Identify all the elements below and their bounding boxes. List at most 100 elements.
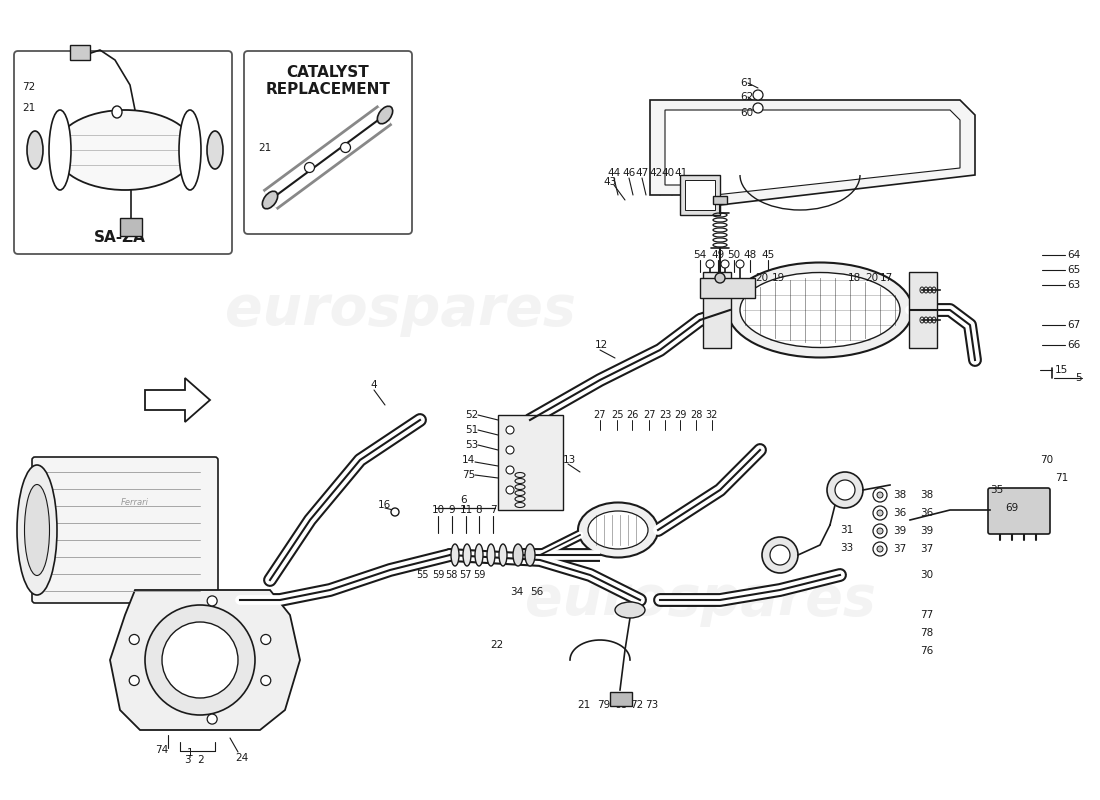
FancyBboxPatch shape: [988, 488, 1050, 534]
Ellipse shape: [615, 602, 645, 618]
Circle shape: [261, 634, 271, 645]
Ellipse shape: [16, 465, 57, 595]
Ellipse shape: [179, 110, 201, 190]
Text: 66: 66: [1067, 340, 1080, 350]
Text: 32: 32: [706, 410, 718, 420]
Text: 78: 78: [920, 628, 933, 638]
Text: 79: 79: [597, 700, 611, 710]
Text: 62: 62: [740, 92, 754, 102]
Text: 76: 76: [920, 646, 933, 656]
Text: 56: 56: [530, 587, 543, 597]
Text: 65: 65: [1067, 265, 1080, 275]
Text: 21: 21: [22, 103, 35, 113]
Text: 21: 21: [258, 143, 272, 153]
Ellipse shape: [463, 544, 471, 566]
Text: 46: 46: [623, 168, 636, 178]
Text: 38: 38: [893, 490, 906, 500]
Text: 42: 42: [649, 168, 662, 178]
Text: 15: 15: [1055, 365, 1068, 375]
Circle shape: [762, 537, 798, 573]
Text: 73: 73: [645, 700, 658, 710]
Text: 39: 39: [920, 526, 933, 536]
Text: 1: 1: [187, 748, 194, 758]
FancyBboxPatch shape: [244, 51, 412, 234]
Text: 58: 58: [444, 570, 458, 580]
Text: 7: 7: [490, 505, 496, 515]
Text: 72: 72: [630, 700, 644, 710]
Ellipse shape: [207, 131, 223, 169]
Text: 71: 71: [1055, 473, 1068, 483]
Text: 36: 36: [893, 508, 906, 518]
Circle shape: [736, 260, 744, 268]
Bar: [700, 278, 755, 298]
Circle shape: [207, 596, 217, 606]
Ellipse shape: [487, 544, 495, 566]
Text: REPLACEMENT: REPLACEMENT: [265, 82, 390, 97]
Polygon shape: [666, 110, 960, 195]
Circle shape: [835, 480, 855, 500]
Text: 49: 49: [712, 250, 725, 260]
Text: 13: 13: [563, 455, 576, 465]
Text: 75: 75: [462, 470, 475, 480]
Text: 48: 48: [744, 250, 757, 260]
Text: 55: 55: [416, 570, 428, 580]
Text: 57: 57: [459, 570, 471, 580]
Text: 54: 54: [693, 250, 706, 260]
Polygon shape: [650, 100, 975, 205]
Text: 68: 68: [614, 700, 627, 710]
Text: 43: 43: [603, 177, 616, 187]
Circle shape: [873, 524, 887, 538]
Text: 45: 45: [761, 250, 774, 260]
Text: 9: 9: [449, 505, 455, 515]
Ellipse shape: [740, 273, 900, 347]
Text: 25: 25: [610, 410, 624, 420]
Circle shape: [873, 542, 887, 556]
Text: 27: 27: [594, 410, 606, 420]
Polygon shape: [110, 590, 300, 730]
Circle shape: [506, 426, 514, 434]
Circle shape: [827, 472, 864, 508]
Text: 19: 19: [772, 273, 785, 283]
Text: 29: 29: [674, 410, 686, 420]
Circle shape: [877, 492, 883, 498]
Circle shape: [261, 675, 271, 686]
Text: 40: 40: [661, 168, 674, 178]
Text: 16: 16: [378, 500, 392, 510]
Bar: [685, 180, 715, 210]
Text: 53: 53: [465, 440, 478, 450]
Circle shape: [877, 546, 883, 552]
Text: 33: 33: [840, 543, 854, 553]
Text: 6: 6: [461, 495, 468, 505]
Circle shape: [129, 634, 140, 645]
Circle shape: [305, 162, 315, 173]
Circle shape: [129, 675, 140, 686]
Text: 12: 12: [595, 340, 608, 350]
Text: 77: 77: [920, 610, 933, 620]
Circle shape: [873, 488, 887, 502]
Text: 64: 64: [1067, 250, 1080, 260]
Text: SA-ZA: SA-ZA: [95, 230, 146, 246]
Bar: [610, 692, 632, 706]
Text: 38: 38: [920, 490, 933, 500]
Text: 61: 61: [740, 78, 754, 88]
Ellipse shape: [513, 544, 522, 566]
Ellipse shape: [578, 502, 658, 558]
Text: 44: 44: [607, 168, 620, 178]
Circle shape: [877, 528, 883, 534]
Circle shape: [341, 142, 351, 153]
FancyBboxPatch shape: [14, 51, 232, 254]
Text: 3  2: 3 2: [185, 755, 205, 765]
Text: 34: 34: [510, 587, 524, 597]
Ellipse shape: [28, 131, 43, 169]
Text: 22: 22: [490, 640, 504, 650]
Text: 52: 52: [465, 410, 478, 420]
Text: 67: 67: [1067, 320, 1080, 330]
Ellipse shape: [588, 511, 648, 549]
Ellipse shape: [525, 544, 535, 566]
Text: 31: 31: [840, 525, 854, 535]
Text: 60: 60: [740, 108, 754, 118]
Text: CATALYST: CATALYST: [287, 65, 370, 80]
Circle shape: [506, 486, 514, 494]
Text: 10: 10: [431, 505, 444, 515]
Ellipse shape: [50, 110, 72, 190]
